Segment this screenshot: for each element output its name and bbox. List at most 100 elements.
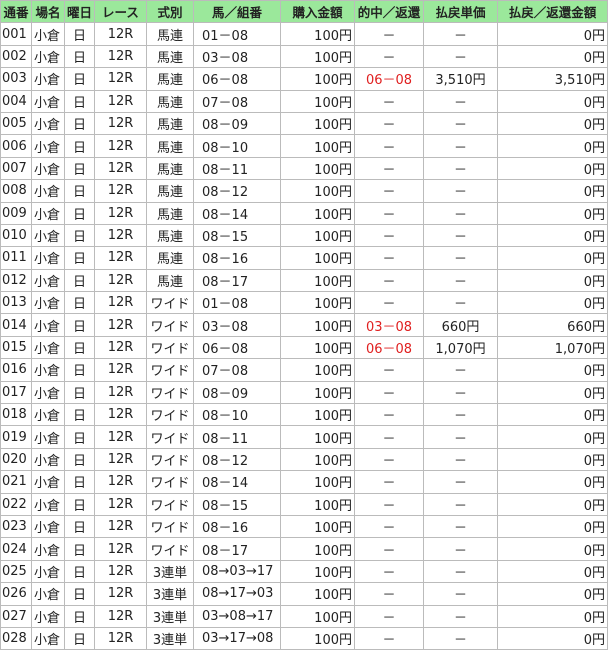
cell-bet-type: ワイド <box>146 470 194 494</box>
cell-purchase-amount: 100円 <box>280 179 355 203</box>
cell-bet-type: ワイド <box>146 313 194 337</box>
table-row: 008 小倉日 12R 馬連 08－12 100円－－ 0円 <box>0 179 608 203</box>
cell-serial: 024 <box>0 537 32 561</box>
cell-purchase-amount: 100円 <box>280 470 355 494</box>
column-header-payout-amount: 払戻／返還金額 <box>497 0 608 24</box>
cell-serial: 007 <box>0 156 32 181</box>
cell-day: 日 <box>64 67 95 91</box>
cell-hit-refund: － <box>354 44 424 69</box>
cell-combination: 08－16 <box>193 514 281 539</box>
cell-bet-type: ワイド <box>146 537 194 561</box>
cell-bet-type: 馬連 <box>146 223 194 248</box>
cell-combination: 01－08 <box>193 22 281 46</box>
cell-bet-type: ワイド <box>146 514 194 539</box>
cell-payout-amount: 0円 <box>497 134 608 158</box>
cell-day: 日 <box>64 470 95 494</box>
cell-venue: 小倉 <box>31 582 65 606</box>
cell-race: 12R <box>94 604 147 628</box>
cell-race: 12R <box>94 246 147 270</box>
cell-venue: 小倉 <box>31 335 65 360</box>
cell-payout-unit: － <box>423 425 498 449</box>
column-header-combination: 馬／組番 <box>193 0 281 24</box>
table-row: 003 小倉日 12R 馬連 06－08 100円 06－08 3,510円 3,510円 <box>0 67 608 91</box>
cell-race: 12R <box>94 179 147 203</box>
cell-serial: 016 <box>0 358 32 382</box>
cell-venue: 小倉 <box>31 514 65 539</box>
cell-payout-amount: 0円 <box>497 537 608 561</box>
table-row: 020 小倉日 12R ワイド 08－12 100円－－ 0円 <box>0 447 608 472</box>
cell-day: 日 <box>64 626 95 650</box>
cell-race: 12R <box>94 559 147 584</box>
cell-bet-type: ワイド <box>146 425 194 449</box>
cell-race: 12R <box>94 223 147 248</box>
cell-race: 12R <box>94 447 147 472</box>
cell-payout-amount: 0円 <box>497 246 608 270</box>
cell-race: 12R <box>94 44 147 69</box>
cell-venue: 小倉 <box>31 559 65 584</box>
cell-day: 日 <box>64 134 95 158</box>
cell-bet-type: 馬連 <box>146 179 194 203</box>
cell-bet-type: ワイド <box>146 492 194 516</box>
cell-serial: 021 <box>0 470 32 494</box>
cell-bet-type: ワイド <box>146 291 194 315</box>
cell-serial: 011 <box>0 246 32 270</box>
cell-combination: 08－17 <box>193 537 281 561</box>
cell-bet-type: ワイド <box>146 403 194 427</box>
cell-day: 日 <box>64 313 95 337</box>
cell-payout-unit: － <box>423 223 498 248</box>
cell-hit-refund: － <box>354 626 424 650</box>
cell-hit-refund: － <box>354 425 424 449</box>
cell-combination: 08－11 <box>193 156 281 181</box>
cell-hit-refund: － <box>354 156 424 181</box>
cell-day: 日 <box>64 403 95 427</box>
cell-race: 12R <box>94 67 147 91</box>
cell-day: 日 <box>64 22 95 46</box>
cell-race: 12R <box>94 134 147 158</box>
cell-combination: 08－15 <box>193 223 281 248</box>
cell-hit-refund: － <box>354 537 424 561</box>
cell-combination: 07－08 <box>193 89 281 113</box>
table-row: 001 小倉日 12R 馬連 01－08 100円－－ 0円 <box>0 22 608 46</box>
cell-race: 12R <box>94 470 147 494</box>
cell-purchase-amount: 100円 <box>280 380 355 405</box>
table-row: 006 小倉日 12R 馬連 08－10 100円－－ 0円 <box>0 134 608 158</box>
cell-venue: 小倉 <box>31 380 65 405</box>
cell-serial: 010 <box>0 223 32 248</box>
cell-payout-amount: 0円 <box>497 514 608 539</box>
cell-race: 12R <box>94 89 147 113</box>
cell-payout-unit: － <box>423 358 498 382</box>
cell-day: 日 <box>64 44 95 69</box>
cell-serial: 015 <box>0 335 32 360</box>
cell-day: 日 <box>64 156 95 181</box>
cell-payout-amount: 0円 <box>497 403 608 427</box>
table-row: 024 小倉日 12R ワイド 08－17 100円－－ 0円 <box>0 537 608 561</box>
cell-purchase-amount: 100円 <box>280 537 355 561</box>
cell-day: 日 <box>64 111 95 136</box>
cell-hit-refund: － <box>354 246 424 270</box>
cell-hit-refund: － <box>354 134 424 158</box>
column-header-race: レース <box>94 0 147 24</box>
cell-payout-unit: － <box>423 268 498 293</box>
cell-venue: 小倉 <box>31 246 65 270</box>
cell-bet-type: 馬連 <box>146 22 194 46</box>
cell-combination: 03－08 <box>193 313 281 337</box>
cell-combination: 08－12 <box>193 179 281 203</box>
cell-payout-unit: － <box>423 111 498 136</box>
cell-hit-refund: － <box>354 604 424 628</box>
cell-payout-amount: 0円 <box>497 22 608 46</box>
cell-bet-type: 3連単 <box>146 626 194 650</box>
cell-payout-amount: 0円 <box>497 425 608 449</box>
cell-payout-unit: － <box>423 514 498 539</box>
cell-serial: 008 <box>0 179 32 203</box>
cell-payout-amount: 0円 <box>497 268 608 293</box>
cell-day: 日 <box>64 537 95 561</box>
cell-venue: 小倉 <box>31 89 65 113</box>
cell-serial: 013 <box>0 291 32 315</box>
cell-purchase-amount: 100円 <box>280 44 355 69</box>
column-header-serial: 通番 <box>0 0 32 24</box>
cell-venue: 小倉 <box>31 470 65 494</box>
column-header-venue: 場名 <box>31 0 65 24</box>
cell-race: 12R <box>94 156 147 181</box>
cell-payout-unit: 3,510円 <box>423 67 498 91</box>
